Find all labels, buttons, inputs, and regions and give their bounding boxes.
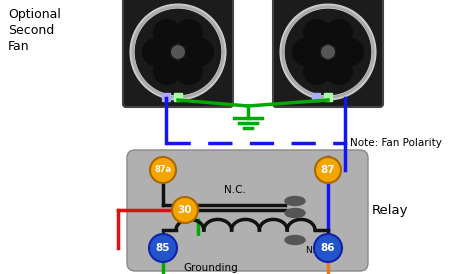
Circle shape — [280, 4, 376, 100]
Circle shape — [172, 46, 184, 58]
Circle shape — [337, 38, 364, 65]
Circle shape — [325, 19, 353, 47]
Circle shape — [186, 38, 213, 65]
Circle shape — [292, 38, 319, 65]
Circle shape — [175, 19, 202, 47]
Text: Optional
Second
Fan: Optional Second Fan — [8, 8, 61, 53]
Circle shape — [322, 46, 334, 58]
Ellipse shape — [285, 209, 305, 218]
Bar — [324, 93, 332, 101]
Text: 87a: 87a — [155, 165, 172, 175]
FancyBboxPatch shape — [123, 0, 233, 107]
Bar — [174, 93, 182, 101]
Bar — [162, 93, 170, 101]
Ellipse shape — [285, 235, 305, 244]
Circle shape — [314, 234, 342, 262]
Ellipse shape — [285, 196, 305, 206]
Text: N.C.: N.C. — [224, 185, 246, 195]
Circle shape — [315, 157, 341, 183]
Circle shape — [303, 57, 330, 84]
Text: 86: 86 — [321, 243, 335, 253]
Circle shape — [172, 197, 198, 223]
Text: 30: 30 — [178, 205, 192, 215]
FancyBboxPatch shape — [273, 0, 383, 107]
Text: Relay: Relay — [372, 204, 409, 217]
Text: Grounding: Grounding — [183, 263, 238, 273]
Circle shape — [149, 234, 177, 262]
Circle shape — [143, 38, 170, 65]
Text: 85: 85 — [156, 243, 170, 253]
Circle shape — [154, 57, 181, 84]
Circle shape — [136, 9, 220, 95]
Circle shape — [154, 19, 181, 47]
Text: Note: Fan Polarity: Note: Fan Polarity — [350, 138, 442, 148]
Circle shape — [285, 9, 371, 95]
Bar — [312, 93, 320, 101]
Circle shape — [150, 157, 176, 183]
Text: N.O.: N.O. — [305, 246, 324, 255]
Circle shape — [175, 57, 202, 84]
Text: 87: 87 — [321, 165, 335, 175]
Circle shape — [325, 57, 353, 84]
Circle shape — [130, 4, 226, 100]
Circle shape — [303, 19, 330, 47]
FancyBboxPatch shape — [127, 150, 368, 271]
